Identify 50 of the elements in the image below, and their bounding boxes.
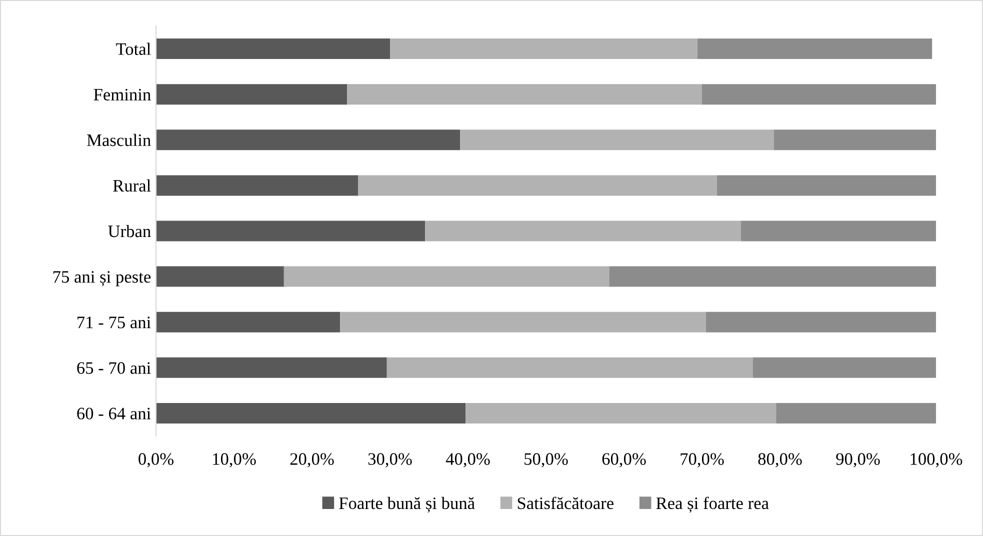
x-tick-label: 10,0% bbox=[213, 453, 256, 468]
bar bbox=[702, 84, 936, 105]
y-tick-label: 75 ani și peste bbox=[53, 271, 151, 286]
bar bbox=[425, 220, 741, 242]
bar bbox=[706, 312, 936, 332]
bar bbox=[466, 402, 776, 424]
x-tick-label: 20,0% bbox=[290, 453, 334, 468]
bar bbox=[156, 84, 348, 105]
x-tick-label: 0,0% bbox=[138, 453, 174, 468]
bar bbox=[386, 357, 753, 378]
x-tick-label: 100,0% bbox=[910, 453, 962, 468]
y-tick-label: Masculin bbox=[87, 134, 151, 146]
legend-label: Satisfăcătoare bbox=[518, 496, 614, 510]
y-tick-label: 60 - 64 ani bbox=[77, 408, 151, 420]
y-tick-label: Total bbox=[116, 42, 151, 55]
y-tick-label: Rural bbox=[113, 179, 151, 192]
bar bbox=[284, 266, 610, 287]
y-tick-label: Urban bbox=[108, 224, 151, 238]
bar bbox=[156, 357, 387, 378]
bar bbox=[752, 357, 936, 378]
x-tick-label: 40,0% bbox=[446, 453, 490, 468]
x-tick-label: 70,0% bbox=[680, 453, 724, 468]
x-tick-label: 60,0% bbox=[602, 453, 646, 468]
y-tick-label: 71 - 75 ani bbox=[78, 316, 151, 328]
bar bbox=[716, 175, 936, 196]
bar bbox=[156, 266, 284, 287]
y-tick-label: 65 - 70 ani bbox=[77, 362, 151, 374]
y-tick-label: Feminin bbox=[94, 88, 151, 101]
bar bbox=[776, 402, 936, 424]
bar bbox=[741, 220, 936, 242]
bar bbox=[358, 175, 717, 196]
x-tick-label: 50,0% bbox=[524, 453, 568, 468]
bar bbox=[156, 130, 460, 150]
bar bbox=[156, 175, 358, 196]
x-tick-label: 90,0% bbox=[836, 453, 880, 468]
bar bbox=[347, 84, 702, 105]
bar bbox=[156, 220, 426, 242]
bar bbox=[390, 38, 698, 60]
bar bbox=[156, 312, 340, 332]
legend-label: Rea și foarte rea bbox=[656, 496, 769, 513]
bar bbox=[340, 312, 706, 332]
legend-label: Foarte bună și bună bbox=[339, 496, 475, 513]
bar bbox=[609, 266, 936, 287]
x-tick-label: 80,0% bbox=[758, 453, 802, 468]
bar bbox=[774, 130, 936, 150]
bar bbox=[156, 402, 466, 424]
bar bbox=[697, 38, 932, 60]
bar bbox=[460, 130, 774, 150]
x-tick-label: 30,0% bbox=[368, 453, 412, 468]
bar bbox=[156, 38, 390, 60]
